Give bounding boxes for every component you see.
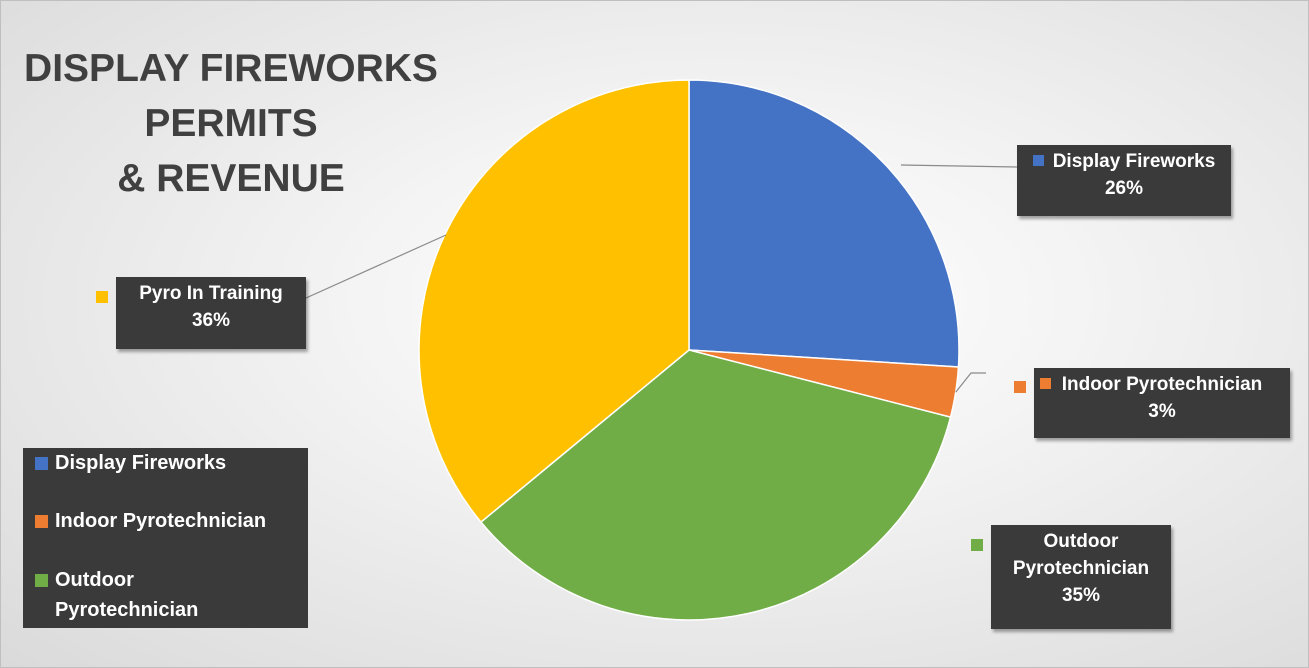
leader-line-pyro-in-training: [305, 234, 447, 299]
pie-slice-outdoor-pyrotechnician: [479, 349, 952, 621]
data-label-indoor-pyrotechnician-percent: 3%: [1148, 401, 1176, 422]
indoor-pyrotechnician-marker-icon: [1014, 381, 1026, 393]
display-fireworks-swatch: [1032, 155, 1044, 166]
legend-label-outdoor-line-1: Outdoor: [55, 569, 134, 591]
legend-item-display-fireworks: Display Fireworks: [35, 448, 226, 478]
chart-title-line-1: DISPLAY FIREWORKS: [24, 47, 438, 90]
data-label-outdoor-pyrotechnician-name-1: Outdoor: [1043, 531, 1119, 552]
indoor-pyrotechnician-swatch: [1039, 378, 1051, 389]
data-label-pyro-in-training-name: Pyro In Training: [139, 283, 283, 304]
outdoor-pyrotechnician-marker-icon: [971, 539, 983, 551]
data-label-pyro-in-training: Pyro In Training 36%: [116, 277, 306, 349]
pie-slice-display-fireworks: [688, 79, 960, 368]
leader-line-indoor-pyrotechnician: [955, 372, 986, 393]
legend-swatch-display-fireworks: [35, 457, 48, 470]
data-label-display-fireworks-name: Display Fireworks: [1052, 151, 1216, 172]
chart-title-line-3: & REVENUE: [117, 157, 345, 200]
leader-line-display-fireworks: [900, 164, 1018, 168]
chart-legend: Display Fireworks Indoor Pyrotechnician …: [23, 448, 308, 628]
legend-item-outdoor-pyrotechnician: Outdoor Pyrotechnician: [35, 565, 198, 625]
data-label-pyro-in-training-percent: 36%: [191, 310, 231, 331]
chart-title: DISPLAY FIREWORKS PERMITS & REVENUE: [1, 41, 461, 206]
legend-swatch-indoor-pyrotechnician: [35, 515, 48, 528]
legend-label-display-fireworks: Display Fireworks: [55, 452, 227, 474]
legend-label-indoor-pyrotechnician: Indoor Pyrotechnician: [55, 510, 267, 532]
leader-lines: [305, 164, 1018, 393]
legend-label-outdoor-line-2: Pyrotechnician: [55, 599, 199, 621]
legend-swatch-outdoor-pyrotechnician: [35, 574, 48, 587]
data-label-outdoor-pyrotechnician-name-2: Pyrotechnician: [1012, 558, 1150, 579]
data-label-outdoor-pyrotechnician-percent: 35%: [1061, 585, 1101, 606]
chart-title-line-2: PERMITS: [144, 102, 318, 145]
data-label-indoor-pyrotechnician: Indoor Pyrotechnician 3%: [1034, 368, 1290, 438]
pyro-in-training-marker-icon: [96, 291, 108, 303]
legend-item-indoor-pyrotechnician: Indoor Pyrotechnician: [35, 506, 266, 536]
data-label-display-fireworks: Display Fireworks 26%: [1017, 145, 1231, 216]
data-label-outdoor-pyrotechnician: Outdoor Pyrotechnician 35%: [991, 525, 1171, 629]
data-label-display-fireworks-percent: 26%: [1104, 178, 1144, 199]
data-label-indoor-pyrotechnician-name: Indoor Pyrotechnician: [1061, 374, 1263, 395]
pie-slices: [418, 79, 960, 621]
